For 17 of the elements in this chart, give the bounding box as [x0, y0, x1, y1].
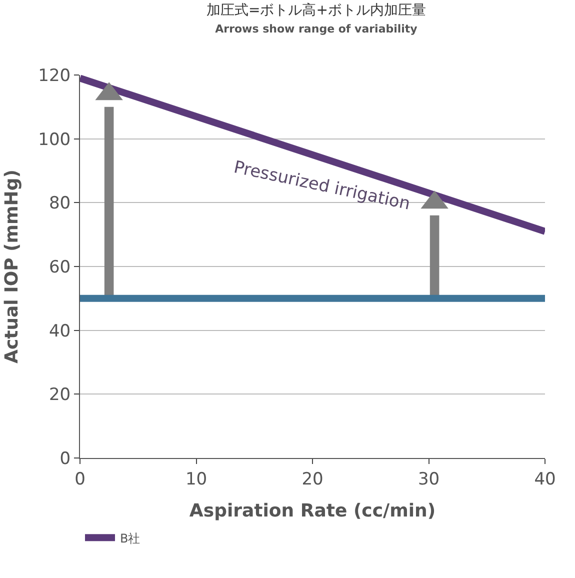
x-tick-label: 10: [185, 469, 208, 490]
x-axis-title: Aspiration Rate (cc/min): [189, 500, 436, 522]
y-axis-title: Actual IOP (mmHg): [1, 170, 22, 364]
legend-label: B社: [120, 531, 140, 546]
y-tick-label: 0: [60, 448, 71, 469]
chart-subtitle: Arrows show range of variability: [215, 22, 418, 36]
y-tick-label: 80: [48, 194, 71, 214]
x-tick-label: 30: [418, 469, 440, 490]
y-tick-label: 120: [38, 66, 71, 86]
x-tick-label: 40: [534, 469, 556, 490]
y-tick-label: 60: [48, 257, 71, 278]
y-tick-label: 40: [48, 321, 71, 342]
y-tick-label: 20: [48, 385, 71, 406]
y-tick-label: 100: [38, 130, 71, 150]
x-tick-label: 20: [302, 469, 324, 490]
chart-title: 加圧式=ボトル高+ボトル内加圧量: [206, 2, 426, 18]
x-tick-label: 0: [74, 469, 86, 490]
